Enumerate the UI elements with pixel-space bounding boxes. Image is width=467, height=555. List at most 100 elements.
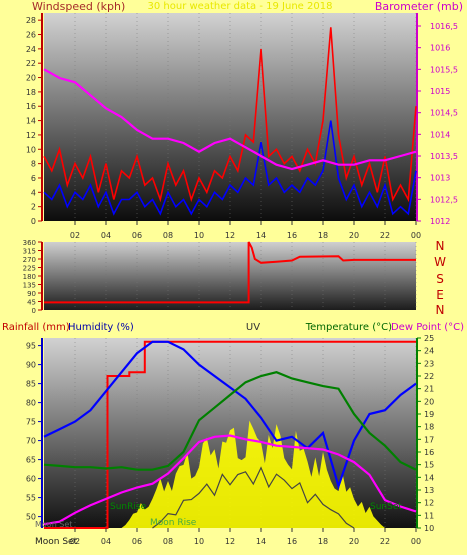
temperature-tick-label: 14 xyxy=(424,473,434,482)
direction-plot-area xyxy=(44,242,416,310)
dewpoint-label: Dew Point (°C) xyxy=(391,322,464,333)
temp-series xyxy=(43,340,417,529)
barometer-line xyxy=(43,68,417,171)
temperature-tick-label: 24 xyxy=(424,347,434,356)
temperature-line xyxy=(43,371,417,471)
barometer-tick-label: 1015,5 xyxy=(430,65,458,74)
windspeed-tick-label: 0 xyxy=(31,217,36,226)
compass-n-top: N xyxy=(436,239,445,253)
x-tick-label: 12 xyxy=(225,537,235,546)
barometer-tick-label: 1012 xyxy=(430,217,450,226)
direction-gridlines xyxy=(74,242,417,310)
direction-tick-label: 90 xyxy=(27,290,36,298)
barometer-tick-label: 1016,5 xyxy=(430,22,458,31)
moon-rise-label: Moon Rise xyxy=(150,518,197,528)
temperature-tick-label: 11 xyxy=(424,511,434,520)
windspeed-tick-label: 12 xyxy=(26,131,36,140)
temperature-tick-label: 13 xyxy=(424,486,434,495)
temperature-axis-ticks: 10 11 12 13 14 15 16 17 18 19 20 21 22 23 24 25 xyxy=(416,334,434,533)
humidity-tick-label: 50 xyxy=(26,513,36,522)
compass-w: W xyxy=(434,255,446,269)
direction-tick-label: 225 xyxy=(23,265,36,273)
barometer-tick-label: 1014 xyxy=(430,130,450,139)
windspeed-tick-label: 20 xyxy=(26,74,36,83)
compass-n-bottom: N xyxy=(436,303,445,317)
humidity-tick-label: 95 xyxy=(26,342,36,351)
direction-tick-label: 45 xyxy=(27,299,36,307)
humidity-tick-label: 70 xyxy=(26,437,36,446)
barometer-tick-label: 1016 xyxy=(430,44,450,53)
temperature-humidity-panel: Rainfall (mm) Humidity (%) UV Temperatur… xyxy=(2,322,464,547)
x-tick-label: 18 xyxy=(318,231,328,240)
x-tick-label: 06 xyxy=(132,537,142,546)
direction-tick-label: 270 xyxy=(23,256,36,264)
x-tick-label: 20 xyxy=(349,537,359,546)
direction-tick-label: 135 xyxy=(23,282,36,290)
direction-tick-label: 315 xyxy=(23,248,36,256)
x-tick-label: 08 xyxy=(163,537,173,546)
moon-set-inplot-label: Moon Set xyxy=(35,520,72,529)
humidity-tick-label: 65 xyxy=(26,456,36,465)
x-tick-label: 22 xyxy=(380,231,390,240)
direction-tick-label: 180 xyxy=(23,273,36,281)
moon-set-label: Moon Set xyxy=(35,537,78,547)
x-tick-label: 16 xyxy=(287,231,297,240)
sunset-label: SunSet xyxy=(370,502,402,512)
windspeed-tick-label: 26 xyxy=(26,31,36,40)
windspeed-tick-label: 24 xyxy=(26,45,36,54)
temperature-tick-label: 20 xyxy=(424,397,434,406)
humidity-line xyxy=(43,340,417,490)
x-axis-ticks-panel1: 02 04 06 08 10 12 14 16 18 20 22 00 xyxy=(70,221,421,240)
barometer-tick-label: 1015 xyxy=(430,87,450,96)
direction-tick-label: 0 xyxy=(32,307,36,315)
rainfall-label: Rainfall (mm) xyxy=(2,322,70,333)
direction-series xyxy=(44,241,416,304)
windspeed-tick-label: 14 xyxy=(26,117,36,126)
x-tick-label: 08 xyxy=(163,231,173,240)
humidity-tick-label: 55 xyxy=(26,494,36,503)
uv-label: UV xyxy=(246,322,260,333)
uv-line xyxy=(152,466,355,529)
barometer-axis-ticks: 1012 1012,5 1013 1013,5 1014 1014,5 1015 1015,5… xyxy=(416,13,458,226)
temperature-tick-label: 18 xyxy=(424,423,434,432)
x-tick-label: 20 xyxy=(349,231,359,240)
compass-e: E xyxy=(436,288,444,302)
windspeed-tick-label: 16 xyxy=(26,102,36,111)
wind-series xyxy=(43,27,417,216)
barometer-label: Barometer (mb) xyxy=(375,0,463,13)
windspeed-tick-label: 22 xyxy=(26,59,36,68)
x-tick-label: 04 xyxy=(101,537,111,546)
temperature-tick-label: 10 xyxy=(424,524,434,533)
x-tick-label: 18 xyxy=(318,537,328,546)
temperature-tick-label: 19 xyxy=(424,410,434,419)
x-tick-label: 00 xyxy=(411,231,421,240)
x-tick-label: 14 xyxy=(256,537,266,546)
windspeed-tick-label: 6 xyxy=(31,174,36,183)
x-tick-label: 02 xyxy=(70,537,80,546)
x-tick-label: 22 xyxy=(380,537,390,546)
humidity-tick-label: 60 xyxy=(26,475,36,484)
direction-tick-label: 360 xyxy=(23,239,36,247)
humidity-tick-label: 75 xyxy=(26,418,36,427)
x-tick-label: 06 xyxy=(132,231,142,240)
x-tick-label: 10 xyxy=(194,231,204,240)
sunrise-label: SunRise xyxy=(110,502,147,512)
temperature-tick-label: 15 xyxy=(424,461,434,470)
barometer-tick-label: 1013,5 xyxy=(430,152,458,161)
wind-direction-line xyxy=(44,241,416,304)
wind-gust-line xyxy=(43,27,417,203)
barometer-tick-label: 1012,5 xyxy=(430,195,458,204)
dewpoint-line xyxy=(43,434,417,526)
temperature-tick-label: 22 xyxy=(424,372,434,381)
temperature-label: Temperature (°C) xyxy=(305,322,392,333)
windspeed-tick-label: 28 xyxy=(26,16,36,25)
temperature-tick-label: 17 xyxy=(424,435,434,444)
temperature-tick-label: 21 xyxy=(424,385,434,394)
windspeed-tick-label: 18 xyxy=(26,88,36,97)
humidity-tick-label: 90 xyxy=(26,361,36,370)
temperature-tick-label: 25 xyxy=(424,334,434,343)
